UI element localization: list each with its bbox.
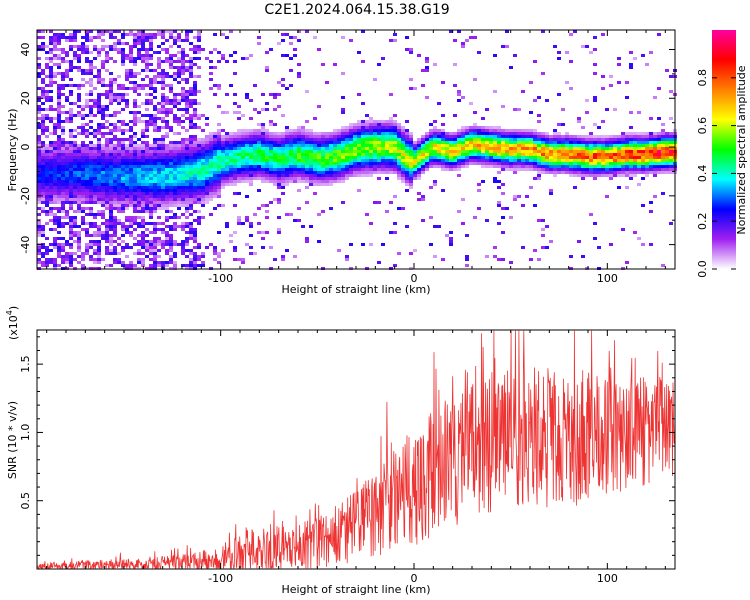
colorbar-tick-label: 0.4	[696, 165, 709, 183]
colorbar-ticks: 0.0 0.2 0.4 0.6 0.8	[696, 69, 736, 278]
spectrogram-x-label: Height of straight line (km)	[281, 283, 430, 296]
x-tick-label: 100	[597, 272, 618, 285]
colorbar-tick-label: 0.0	[696, 260, 709, 278]
spectrogram-panel: -100 0 100 -40 -20 0 20 40 Height of straight l…	[6, 29, 677, 296]
x-tick-label: -100	[208, 272, 233, 285]
colorbar-tick-label: 0.2	[696, 212, 709, 230]
colorbar-tick-label: 0.8	[696, 69, 709, 87]
spectrogram-y-label: Frequency (Hz)	[6, 109, 19, 192]
x-tick-label: 0	[411, 272, 418, 285]
snr-panel: -100 0 100 0.5 1.0 1.5 Height of straight lin…	[5, 306, 676, 596]
spectrogram-cells	[37, 30, 677, 270]
y-tick-label: -20	[19, 187, 32, 205]
y-tick-label: 0	[19, 144, 32, 151]
snr-x-label: Height of straight line (km)	[281, 583, 430, 596]
snr-multiplier: (x104)	[5, 306, 20, 340]
y-tick-label: 1.5	[19, 355, 32, 373]
x-tick-label: 100	[597, 572, 618, 585]
y-tick-label: 40	[19, 43, 32, 57]
colorbar-gradient	[712, 30, 736, 269]
y-tick-label: 0.5	[19, 492, 32, 510]
x-tick-label: 0	[411, 572, 418, 585]
colorbar-tick-label: 0.6	[696, 117, 709, 135]
colorbar-label: Normalized spectral amplitude	[735, 65, 748, 234]
snr-y-label: SNR (10 * v/v)	[6, 401, 19, 479]
figure-title: C2E1.2024.064.15.38.G19	[264, 2, 449, 18]
y-tick-label: 20	[19, 91, 32, 105]
snr-series-line	[36, 330, 676, 570]
y-tick-label: -40	[19, 236, 32, 254]
colorbar: 0.0 0.2 0.4 0.6 0.8 Normalized spectral ampl…	[696, 30, 748, 278]
spectrogram-ticks: -100 0 100 -40 -20 0 20 40	[19, 30, 675, 285]
y-tick-label: 1.0	[19, 424, 32, 442]
x-tick-label: -100	[208, 572, 233, 585]
snr-ticks: -100 0 100 0.5 1.0 1.5	[19, 330, 675, 585]
